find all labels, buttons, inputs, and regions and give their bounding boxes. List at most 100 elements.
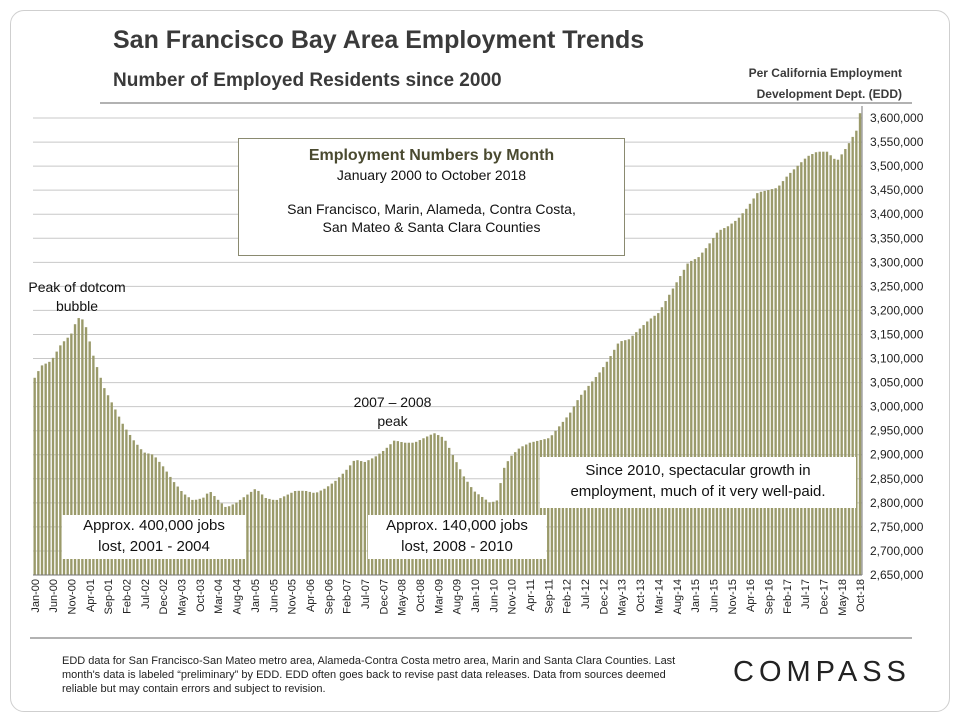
bar <box>352 460 355 575</box>
bar <box>381 451 385 575</box>
bar <box>92 355 95 575</box>
bar <box>40 365 44 575</box>
y-tick-label: 3,550,000 <box>870 135 924 149</box>
x-tick-label: Sep-06 <box>323 579 335 614</box>
annotation-lost-0810: Approx. 140,000 jobs lost, 2008 - 2010 <box>368 515 546 559</box>
bar <box>847 143 851 575</box>
x-tick-label: May-18 <box>837 579 849 616</box>
bar <box>858 113 862 575</box>
x-tick-label: Nov-05 <box>287 579 299 614</box>
bar <box>436 435 440 575</box>
y-tick-label: 2,950,000 <box>870 424 924 438</box>
bar <box>290 492 293 575</box>
bar <box>697 257 700 575</box>
bar <box>825 151 829 575</box>
bar <box>323 488 326 575</box>
x-tick-label: Feb-02 <box>122 579 134 614</box>
y-tick-label: 2,750,000 <box>870 520 924 534</box>
y-tick-label: 2,800,000 <box>870 496 924 510</box>
bar <box>770 189 774 575</box>
bar <box>308 491 311 575</box>
x-tick-label: Mar-04 <box>213 579 225 614</box>
bar <box>763 190 766 575</box>
bar <box>363 461 367 575</box>
bar <box>525 444 528 575</box>
bar <box>792 169 796 576</box>
bar <box>403 442 407 575</box>
bar <box>690 260 693 575</box>
bar <box>81 319 84 575</box>
bar <box>77 318 80 575</box>
bar <box>448 447 451 575</box>
bar <box>48 361 51 575</box>
bar <box>359 461 363 575</box>
bar <box>748 203 752 576</box>
x-tick-label: Sep-16 <box>763 579 775 614</box>
y-tick-label: 2,700,000 <box>870 544 924 558</box>
x-tick-label: May-03 <box>177 579 189 616</box>
page-subtitle: Number of Employed Residents since 2000 <box>113 70 502 91</box>
bar <box>785 176 788 575</box>
bar <box>330 483 333 575</box>
x-tick-label: Jun-15 <box>708 579 720 613</box>
bar <box>686 263 689 575</box>
x-tick-label: May-08 <box>397 579 409 616</box>
x-tick-label: Jul-17 <box>800 579 812 609</box>
annotation-lost-0104: Approx. 400,000 jobs lost, 2001 - 2004 <box>62 515 246 559</box>
annotation-peak-line2: peak <box>377 413 408 429</box>
y-tick-label: 3,600,000 <box>870 111 924 125</box>
x-tick-label: May-13 <box>617 579 629 616</box>
bar <box>345 469 348 575</box>
bar <box>301 490 304 575</box>
bar <box>114 409 117 575</box>
bar <box>117 416 121 575</box>
bar <box>279 498 282 575</box>
bar <box>257 490 260 575</box>
bar <box>671 288 675 575</box>
bar <box>378 453 381 575</box>
bar <box>756 193 759 576</box>
x-tick-label: Apr-06 <box>305 579 317 612</box>
bar <box>429 434 433 575</box>
bar <box>800 162 803 575</box>
info-box-counties-1: San Francisco, Marin, Alameda, Contra Co… <box>287 201 576 217</box>
bar <box>737 217 741 576</box>
x-tick-label: Jan-05 <box>250 579 262 613</box>
bar <box>521 446 524 575</box>
bar <box>444 440 447 575</box>
bar <box>246 494 249 575</box>
bar <box>253 489 256 575</box>
bar <box>147 453 150 575</box>
bar <box>264 498 267 575</box>
x-tick-label: Mar-14 <box>653 579 665 614</box>
x-tick-label: Nov-00 <box>67 579 79 614</box>
y-tick-label: 2,850,000 <box>870 472 924 486</box>
bar <box>517 448 521 575</box>
x-tick-label: Apr-01 <box>85 579 97 612</box>
bar <box>128 434 132 575</box>
bar <box>268 498 271 575</box>
bar <box>741 213 744 575</box>
bar <box>84 327 88 575</box>
x-tick-label: Aug-14 <box>672 579 684 614</box>
bar <box>811 154 814 575</box>
x-tick-label: Dec-17 <box>818 579 830 614</box>
y-tick-label: 2,650,000 <box>870 568 924 582</box>
bar <box>73 324 77 575</box>
bar <box>631 335 634 575</box>
bar <box>341 473 344 575</box>
y-tick-label: 3,400,000 <box>870 207 924 221</box>
bar <box>704 248 708 575</box>
bar <box>657 313 660 575</box>
bar <box>414 441 418 575</box>
bar <box>844 149 847 575</box>
x-tick-label: Jan-15 <box>690 579 702 613</box>
bar <box>646 321 649 575</box>
bar <box>319 490 322 575</box>
bar <box>392 440 396 575</box>
bar <box>840 154 843 575</box>
bar <box>385 447 389 575</box>
bar <box>829 155 832 575</box>
bar <box>99 377 102 575</box>
bar <box>337 477 341 575</box>
